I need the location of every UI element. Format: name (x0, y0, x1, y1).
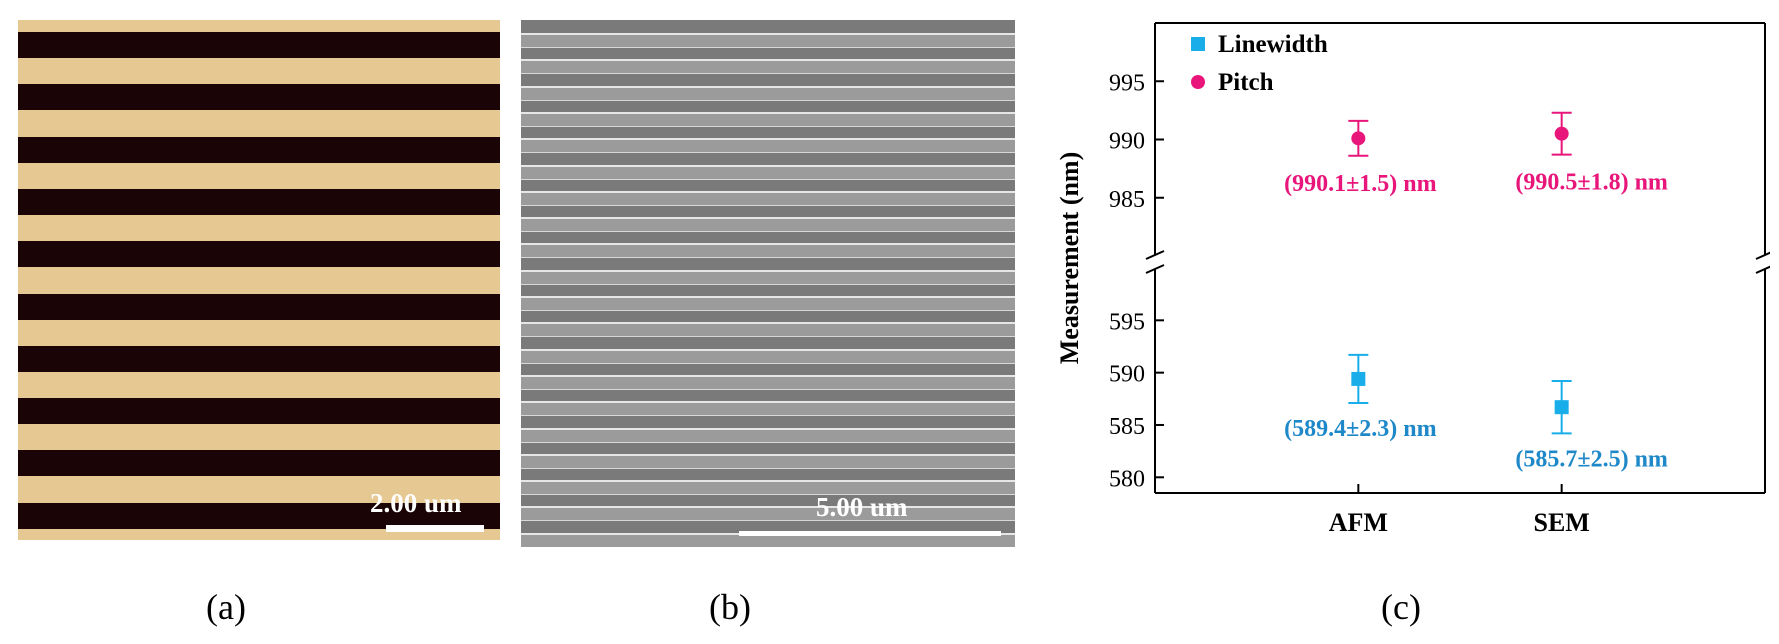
y-tick-label: 580 (1109, 466, 1145, 492)
caption-c: (c) (1381, 586, 1421, 628)
afm-dark-line (18, 84, 500, 110)
afm-image: 2.00 um (18, 20, 500, 540)
y-tick-label: 585 (1109, 414, 1145, 440)
linewidth-point (1555, 400, 1569, 414)
sem-light-line (521, 428, 1015, 443)
sem-light-line (521, 506, 1015, 521)
y-tick-label: 995 (1109, 70, 1145, 96)
sem-light-line (521, 480, 1015, 495)
caption-b: (b) (709, 586, 751, 628)
axis-break-mark (1756, 251, 1770, 259)
pitch-value-label: (990.5±1.8) nm (1515, 170, 1668, 196)
y-tick-label: 990 (1109, 129, 1145, 155)
sem-light-line (521, 217, 1015, 232)
afm-scale-bar (386, 525, 484, 532)
sem-light-line (521, 401, 1015, 416)
afm-dark-line (18, 189, 500, 215)
sem-light-line (521, 165, 1015, 180)
pitch-point (1555, 127, 1569, 141)
legend-linewidth-marker (1191, 37, 1205, 51)
pitch-point (1351, 131, 1365, 145)
afm-dark-line (18, 294, 500, 320)
afm-dark-line (18, 241, 500, 267)
afm-dark-line (18, 137, 500, 163)
y-tick-label: 595 (1109, 309, 1145, 335)
sem-scale-bar (739, 531, 1001, 536)
sem-image: 5.00 um (521, 20, 1015, 547)
linewidth-point (1351, 372, 1365, 386)
sem-light-line (521, 296, 1015, 311)
sem-scale-label: 5.00 um (816, 492, 908, 523)
sem-light-line (521, 59, 1015, 74)
y-tick-label: 590 (1109, 362, 1145, 388)
legend-label: Pitch (1218, 69, 1274, 96)
afm-dark-line (18, 450, 500, 476)
legend-pitch-marker (1191, 75, 1205, 89)
sem-light-line (521, 138, 1015, 153)
caption-a: (a) (206, 586, 246, 628)
afm-dark-line (18, 346, 500, 372)
x-tick-label: SEM (1533, 508, 1589, 537)
afm-scale-label: 2.00 um (370, 488, 462, 519)
sem-light-line (521, 86, 1015, 101)
y-tick-label: 985 (1109, 187, 1145, 213)
legend-label: Linewidth (1218, 31, 1328, 58)
sem-light-line (521, 270, 1015, 285)
linewidth-value-label: (585.7±2.5) nm (1515, 446, 1668, 472)
linewidth-value-label: (589.4±2.3) nm (1284, 416, 1437, 442)
sem-light-line (521, 243, 1015, 258)
afm-dark-line (18, 398, 500, 424)
sem-light-line (521, 33, 1015, 48)
pitch-value-label: (990.1±1.5) nm (1284, 171, 1437, 197)
sem-light-line (521, 349, 1015, 364)
sem-light-line (521, 375, 1015, 390)
sem-light-line (521, 112, 1015, 127)
y-axis-title: Measurement (nm) (1055, 152, 1084, 365)
afm-dark-line (18, 32, 500, 58)
measurement-chart: 985 990 995 580 585 590 595 AFM SEM (589.4±2.3) … (1040, 18, 1770, 558)
sem-light-line (521, 191, 1015, 206)
sem-light-line (521, 322, 1015, 337)
x-tick-label: AFM (1329, 508, 1388, 537)
axis-break-mark (1756, 265, 1770, 273)
sem-light-line (521, 454, 1015, 469)
